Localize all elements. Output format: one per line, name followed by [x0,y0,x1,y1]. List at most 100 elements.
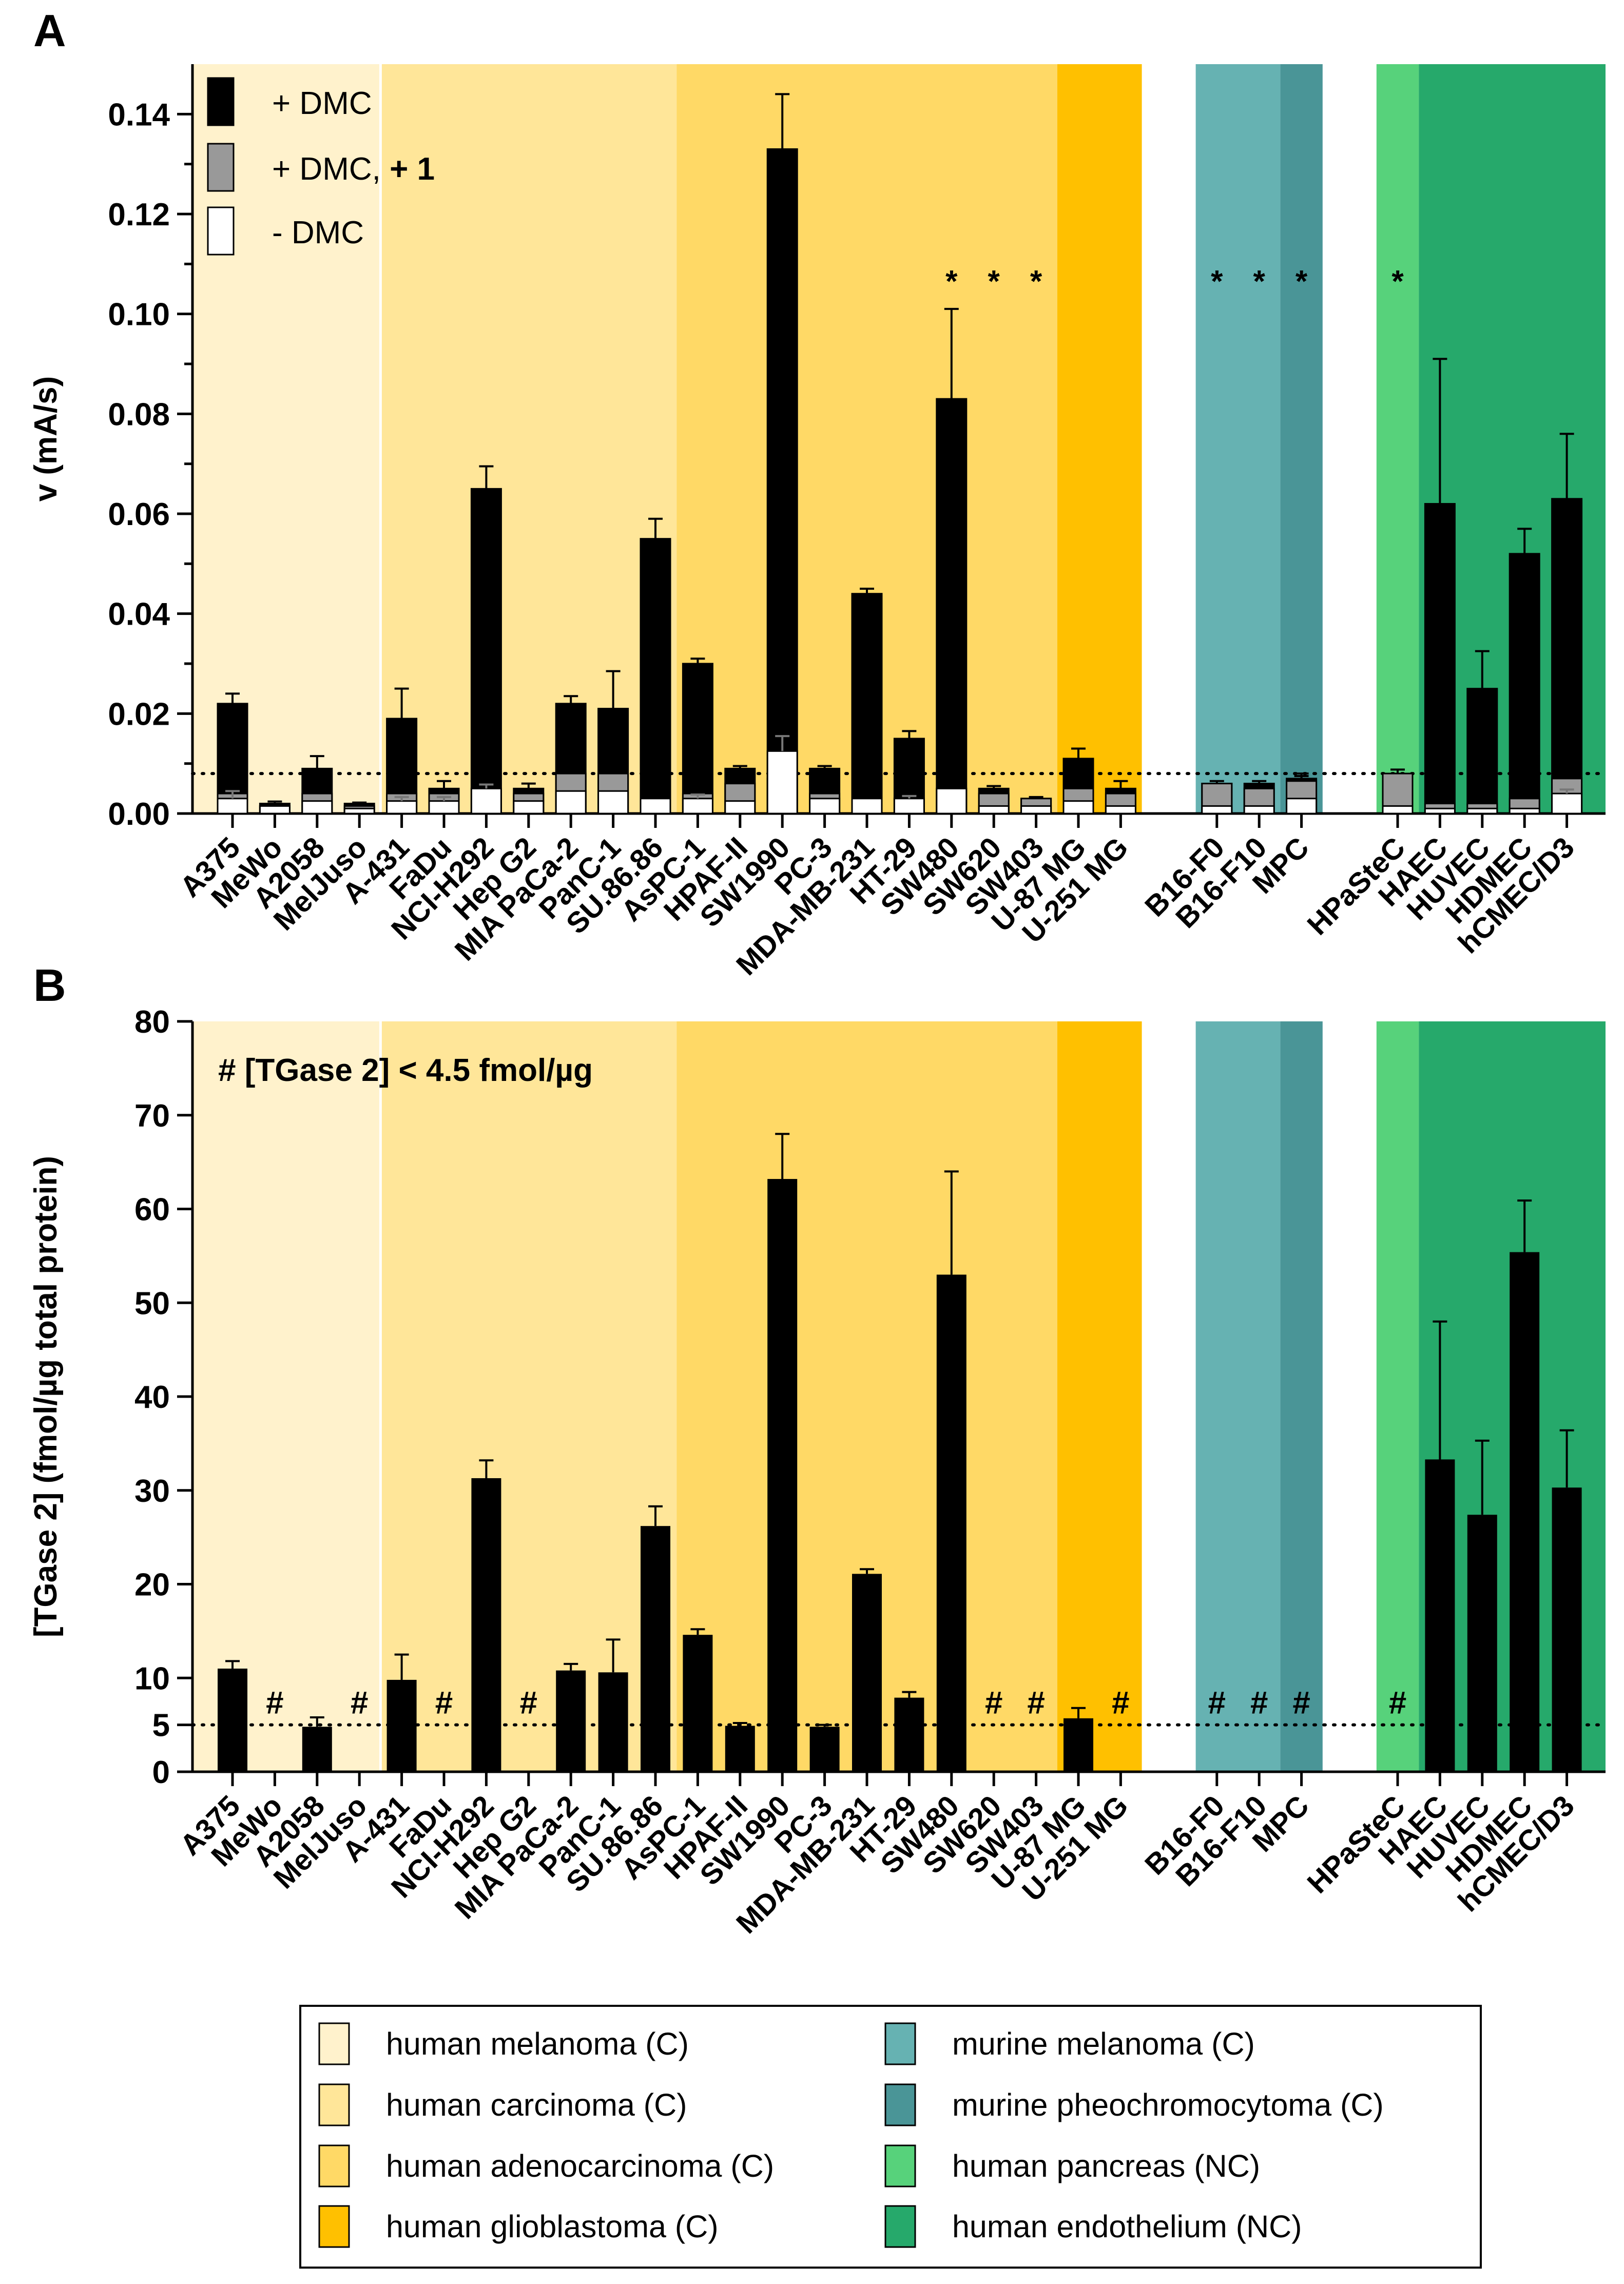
band-3 [1057,1021,1142,1772]
band-5 [1280,1021,1323,1772]
bar-minus-dmc [1424,807,1456,815]
bar-plus-dmc [1509,553,1540,815]
bar-minus-dmc [217,798,248,815]
below-detection-hash: # [266,1686,283,1721]
y-tick-label: 0.08 [108,397,170,432]
bar-minus-dmc [809,798,841,815]
bar-minus-dmc [301,800,333,815]
bar-minus-dmc [682,798,713,815]
bar-tgase2 [598,1672,628,1772]
legend-label-plus-dmc-plus-1-bold: + 1 [390,151,435,187]
significance-star: * [988,264,1000,298]
bar-plus-dmc [1424,503,1456,815]
bar-plus-dmc [1466,688,1498,815]
bar-tgase2 [1467,1515,1497,1772]
bar-plus-dmc [470,488,502,815]
group-legend-swatch-7 [884,2205,916,2248]
bar-tgase2 [556,1670,586,1772]
bar-minus-dmc [893,798,925,815]
bar-minus-dmc [428,800,460,815]
bar-plus-dmc [766,148,798,815]
bar-minus-dmc [1382,805,1414,815]
below-detection-hash: # [351,1686,368,1721]
y-tick-label: 80 [134,1004,170,1040]
below-detection-hash: # [1389,1686,1406,1721]
y-tick-label: 10 [134,1661,170,1696]
group-legend-label-1: human carcinoma (C) [386,2087,687,2122]
bar-tgase2 [218,1668,247,1772]
bar-minus-dmc [1509,807,1540,815]
y-tick-label: 0.10 [108,297,170,333]
y-axis-label: [TGase 2] (fmol/µg total protein) [28,1156,64,1637]
bar-tgase2 [725,1726,755,1772]
bar-plus-dmc [851,593,883,815]
below-detection-hash: # [435,1686,453,1721]
bar-minus-dmc [1062,800,1094,815]
group-legend: human melanoma (C) human carcinoma (C) hum… [299,2005,1482,2269]
bar-tgase2 [683,1635,713,1772]
group-legend-label-3: human glioblastoma (C) [386,2209,719,2244]
below-detection-hash: # [1292,1686,1310,1721]
significance-star: * [1211,264,1223,298]
below-detection-hash: # [1208,1686,1226,1721]
bar-minus-dmc [936,787,968,815]
bar-plus-dmc [1551,498,1583,815]
bar-tgase2 [852,1574,882,1772]
bar-minus-dmc [851,798,883,815]
bar-minus-dmc [259,805,291,815]
band-4 [1195,1021,1281,1772]
bar-tgase2 [809,1727,840,1772]
legend-label-plus-dmc-plus-1: + DMC, + 1 [272,151,435,187]
bar-minus-dmc [513,800,545,815]
group-legend-label-4: murine melanoma (C) [952,2026,1255,2061]
group-legend-label-6: human pancreas (NC) [952,2148,1260,2183]
bar-minus-dmc [1286,798,1318,815]
band-5 [1280,64,1323,814]
bar-tgase2 [1552,1487,1582,1772]
significance-star: * [1030,264,1042,298]
below-detection-hash: # [985,1686,1002,1721]
bar-plus-dmc [936,398,968,815]
bar-plus-dmc [682,663,713,815]
panel-label-b: B [33,960,66,1011]
group-legend-swatch-5 [884,2083,916,2126]
bar-minus-dmc [640,798,671,815]
y-axis-label: v (mA/s) [28,376,64,502]
bar-minus-dmc [1105,805,1136,815]
bar-minus-dmc [555,790,587,815]
band-3 [1057,64,1142,814]
legend-swatch-1 [207,143,235,192]
group-legend-swatch-0 [318,2022,350,2065]
significance-star: * [1253,264,1266,298]
band-6 [1376,1021,1419,1772]
bar-tgase2 [471,1478,501,1772]
bar-tgase2 [767,1179,798,1772]
bar-minus-dmc [1020,805,1052,815]
group-legend-swatch-2 [318,2144,350,2188]
band-4 [1195,64,1281,814]
y-tick-label: 0.00 [108,797,170,832]
bar-minus-dmc [1466,807,1498,815]
bar-minus-dmc [978,805,1010,815]
band-1 [380,64,677,814]
bar-tgase2 [641,1526,670,1772]
below-detection-hash: # [1027,1686,1045,1721]
legend-label-plus-dmc: + DMC [272,86,372,121]
y-tick-label: 30 [134,1474,170,1509]
bar-tgase2 [1064,1718,1093,1772]
group-legend-label-0: human melanoma (C) [386,2026,689,2061]
y-tick-label: 0.04 [108,597,170,632]
significance-star: * [1296,264,1308,298]
group-legend-label-7: human endothelium (NC) [952,2209,1302,2244]
legend-label-minus-dmc: - DMC [272,215,364,250]
significance-star: * [945,264,958,298]
y-tick-label: 0.14 [108,97,170,132]
panel-a-chart: 0.00 0.02 0.04 0.06 0.08 0.10 0.12 0.14 v (mA/s)… [28,64,1607,982]
bar-tgase2 [894,1697,924,1772]
bar-tgase2 [936,1274,966,1772]
y-tick-label: 40 [134,1380,170,1415]
y-tick-label: 70 [134,1098,170,1134]
y-tick-label: 0.12 [108,197,170,233]
bar-minus-dmc [766,750,798,815]
below-detection-hash: # [1250,1686,1268,1721]
